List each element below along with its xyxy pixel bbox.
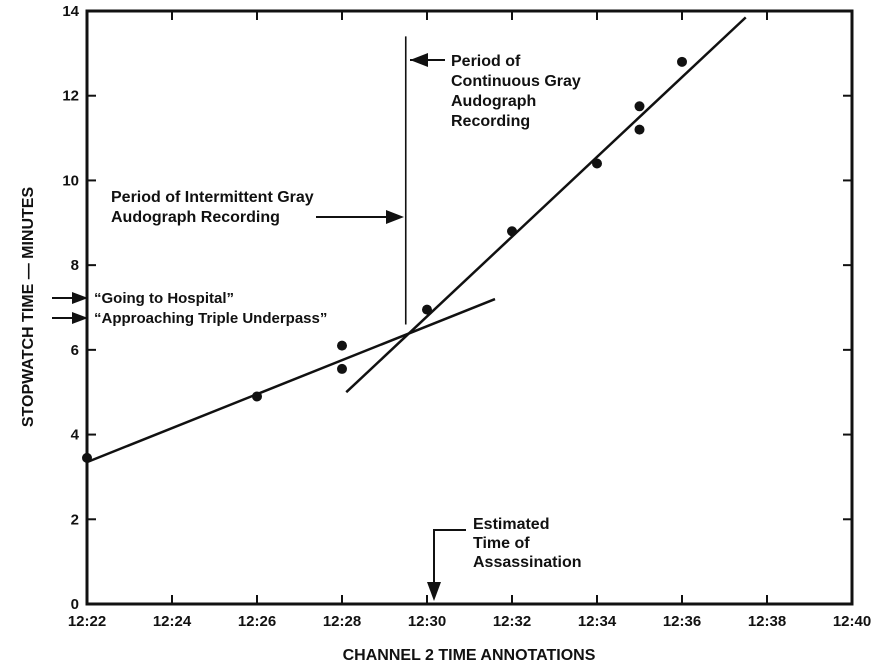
annotation-approaching-triple-underpass: “Approaching Triple Underpass” bbox=[52, 310, 327, 327]
y-tick-label: 4 bbox=[71, 427, 80, 444]
trend-line-2 bbox=[345, 16, 747, 394]
y-tick-label: 6 bbox=[71, 342, 79, 359]
y-tick-label: 14 bbox=[62, 3, 79, 20]
y-axis-title: STOPWATCH TIME — MINUTES bbox=[20, 187, 37, 428]
x-tick-labels: 12:22 12:24 12:26 12:28 12:30 12:32 12:34 12:36… bbox=[68, 613, 871, 630]
annotation-text: Assassination bbox=[473, 554, 581, 571]
annotation-text: “Approaching Triple Underpass” bbox=[94, 310, 327, 327]
data-point bbox=[507, 226, 517, 237]
x-tick-label: 12:40 bbox=[833, 613, 871, 630]
x-tick-label: 12:30 bbox=[408, 613, 446, 630]
annotation-arrow-line bbox=[433, 529, 466, 590]
y-tick-label: 0 bbox=[71, 596, 79, 613]
arrow-right-icon bbox=[386, 210, 404, 224]
annotation-going-to-hospital: “Going to Hospital” bbox=[52, 290, 234, 307]
data-point bbox=[592, 158, 602, 169]
annotation-intermittent-recording: Period of Intermittent Gray Audograph Re… bbox=[111, 189, 404, 226]
annotation-text: Continuous Gray bbox=[451, 73, 581, 90]
plot-frame bbox=[85, 9, 854, 606]
data-point bbox=[337, 363, 347, 374]
annotation-text: Audograph bbox=[451, 93, 536, 110]
x-tick-label: 12:28 bbox=[323, 613, 361, 630]
arrow-down-icon bbox=[427, 582, 441, 601]
arrow-right-icon bbox=[72, 312, 88, 324]
data-point bbox=[634, 101, 645, 112]
y-tick-label: 2 bbox=[71, 511, 79, 528]
data-point bbox=[252, 391, 262, 402]
x-tick-label: 12:32 bbox=[493, 613, 531, 630]
y-tick-label: 8 bbox=[71, 257, 79, 274]
annotation-text: Time of bbox=[473, 535, 530, 552]
data-point bbox=[634, 124, 645, 135]
annotation-text: Period of Intermittent Gray bbox=[111, 189, 314, 206]
annotation-continuous-recording: Period of Continuous Gray Audograph Reco… bbox=[410, 53, 581, 130]
data-point bbox=[677, 56, 687, 67]
x-tick-label: 12:34 bbox=[578, 613, 617, 630]
annotation-text: Period of bbox=[451, 53, 521, 70]
x-axis-title: CHANNEL 2 TIME ANNOTATIONS bbox=[343, 647, 596, 664]
annotation-text: “Going to Hospital” bbox=[94, 290, 234, 307]
data-point bbox=[82, 452, 92, 463]
y-tick-labels: 0 2 4 6 8 10 12 14 bbox=[62, 3, 79, 613]
y-tick-label: 10 bbox=[62, 172, 79, 189]
data-point bbox=[337, 340, 347, 351]
annotation-text: Audograph Recording bbox=[111, 209, 280, 226]
fit-lines bbox=[86, 16, 747, 464]
data-point bbox=[422, 304, 432, 315]
x-tick-label: 12:24 bbox=[153, 613, 192, 630]
annotation-estimated-time-of-assassination: Estimated Time of Assassination bbox=[427, 516, 581, 601]
y-tick-label: 12 bbox=[62, 88, 79, 105]
x-tick-label: 12:38 bbox=[748, 613, 786, 630]
tick-marks bbox=[86, 10, 853, 605]
arrow-right-icon bbox=[72, 292, 88, 304]
x-tick-label: 12:36 bbox=[663, 613, 701, 630]
annotation-text: Recording bbox=[451, 113, 530, 130]
trend-line-1 bbox=[86, 297, 496, 464]
arrow-left-icon bbox=[410, 53, 428, 67]
x-tick-label: 12:26 bbox=[238, 613, 276, 630]
annotation-text: Estimated bbox=[473, 516, 549, 533]
data-points bbox=[82, 56, 687, 463]
x-tick-label: 12:22 bbox=[68, 613, 106, 630]
